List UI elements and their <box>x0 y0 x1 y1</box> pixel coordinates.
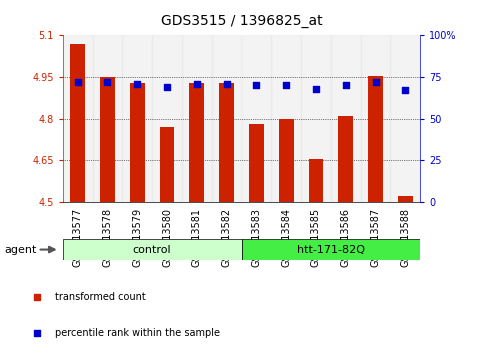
Point <box>104 79 112 85</box>
Text: htt-171-82Q: htt-171-82Q <box>297 245 365 255</box>
Bar <box>301 35 331 202</box>
Bar <box>130 82 145 202</box>
Point <box>33 295 41 300</box>
Point <box>163 84 171 90</box>
Bar <box>242 239 420 260</box>
Point <box>401 87 409 93</box>
Bar <box>212 35 242 202</box>
Bar <box>271 35 301 202</box>
Text: transformed count: transformed count <box>55 292 145 302</box>
Bar <box>361 35 390 202</box>
Text: percentile rank within the sample: percentile rank within the sample <box>55 328 220 338</box>
Bar <box>152 35 182 202</box>
Bar <box>331 35 361 202</box>
Point <box>193 81 201 86</box>
Point <box>282 82 290 88</box>
Bar <box>93 35 122 202</box>
Point <box>372 79 380 85</box>
Bar <box>338 116 353 202</box>
Point <box>312 86 320 91</box>
Bar <box>390 35 420 202</box>
Bar <box>100 77 115 202</box>
Bar <box>63 239 242 260</box>
Text: GDS3515 / 1396825_at: GDS3515 / 1396825_at <box>161 14 322 28</box>
Point <box>253 82 260 88</box>
Bar <box>279 119 294 202</box>
Point <box>342 82 350 88</box>
Bar <box>249 124 264 202</box>
Point <box>74 79 82 85</box>
Text: agent: agent <box>5 245 37 255</box>
Bar <box>309 159 324 202</box>
Point <box>223 81 230 86</box>
Bar <box>70 44 85 202</box>
Point <box>133 81 141 86</box>
Point <box>33 330 41 336</box>
Bar <box>398 196 413 202</box>
Bar <box>219 82 234 202</box>
Bar <box>182 35 212 202</box>
Bar <box>63 35 93 202</box>
Bar <box>368 76 383 202</box>
Bar <box>242 35 271 202</box>
Bar <box>159 127 174 202</box>
Bar <box>189 82 204 202</box>
Text: control: control <box>133 245 171 255</box>
Bar <box>122 35 152 202</box>
